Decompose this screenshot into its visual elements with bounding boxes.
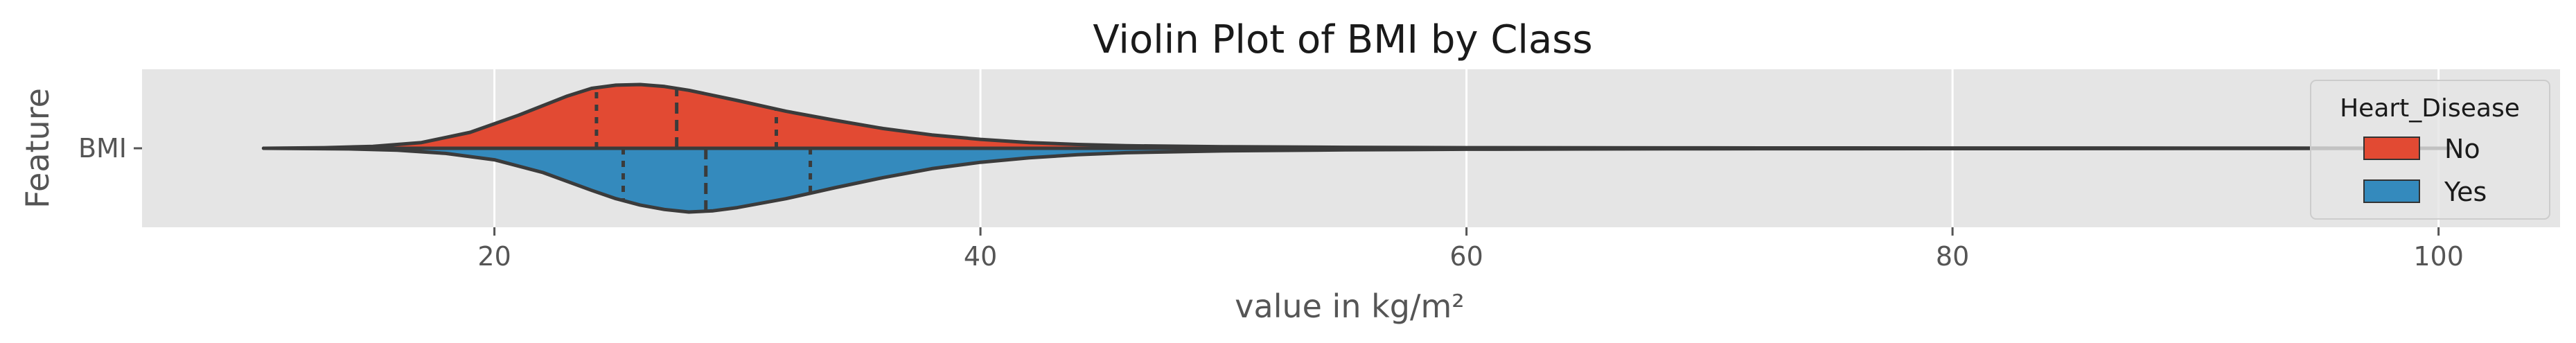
legend-title: Heart_Disease	[2340, 94, 2520, 123]
x-tick-label: 40	[964, 241, 997, 272]
y-tick-label: BMI	[78, 133, 127, 164]
x-axis-label: value in kg/m²	[1235, 288, 1464, 325]
chart-title: Violin Plot of BMI by Class	[1093, 17, 1592, 62]
x-tick-label: 80	[1936, 241, 1969, 272]
x-tick-label: 20	[477, 241, 511, 272]
legend-label-yes: Yes	[2444, 177, 2487, 207]
x-axis-ticks: 20 40 60 80 100	[477, 227, 2464, 272]
x-tick-label: 100	[2413, 241, 2464, 272]
legend-label-no: No	[2444, 134, 2480, 164]
legend: Heart_Disease No Yes	[2310, 80, 2550, 220]
x-tick-label: 60	[1449, 241, 1483, 272]
violins	[261, 82, 2453, 214]
legend-swatch-yes	[2363, 179, 2420, 203]
y-axis-label: Feature	[19, 88, 56, 209]
y-axis-ticks: BMI	[78, 133, 142, 164]
legend-swatch-no	[2363, 137, 2420, 160]
